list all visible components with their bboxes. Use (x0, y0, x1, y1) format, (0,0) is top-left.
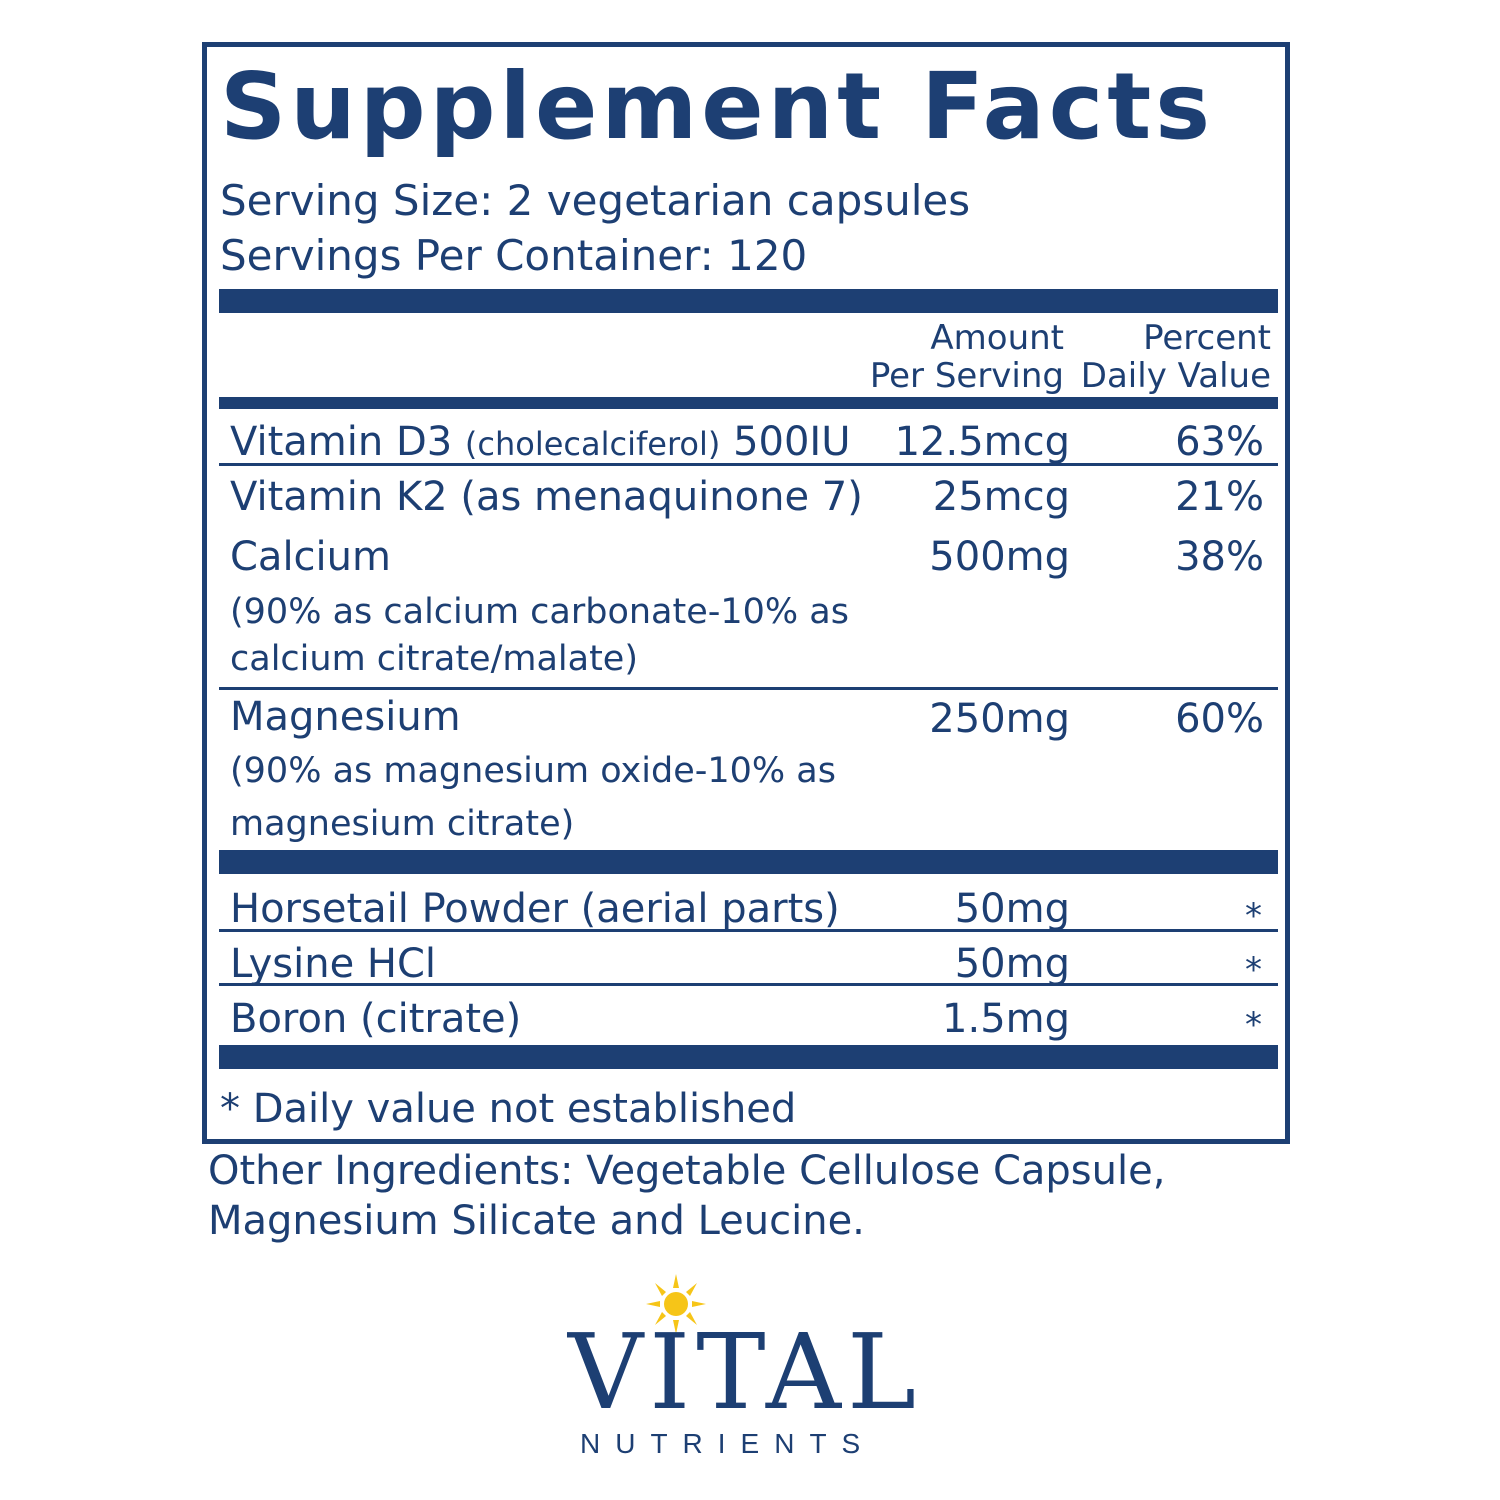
ingredient-name: Lysine HCl (230, 941, 437, 987)
amount-per-serving-header: Amount Per Serving (870, 319, 1064, 395)
nutrient-source: calcium citrate/malate) (230, 639, 638, 679)
ingredient-daily-value: * (1245, 1005, 1262, 1045)
daily-value-header: Percent Daily Value (1081, 319, 1271, 395)
nutrient-amount: 500mg (929, 534, 1070, 580)
nutrient-name-main: Vitamin D3 (230, 419, 453, 465)
row-divider (219, 929, 1278, 932)
nutrient-name: Magnesium (230, 694, 461, 740)
nutrient-amount: 12.5mcg (894, 419, 1070, 465)
nutrient-daily-value: 60% (1175, 696, 1264, 742)
ingredient-name: Boron (citrate) (230, 996, 522, 1042)
panel-title: Supplement Facts (220, 53, 1214, 160)
ingredient-amount: 1.5mg (942, 996, 1070, 1042)
nutrient-name: Vitamin D3 (cholecalciferol) 500IU (230, 422, 851, 462)
other-ingredients: Other Ingredients: Vegetable Cellulose C… (208, 1148, 1166, 1194)
supplement-facts-panel: Supplement Facts Serving Size: 2 vegetar… (202, 42, 1290, 1144)
nutrient-amount: 250mg (929, 696, 1070, 742)
ingredient-name: Horsetail Powder (aerial parts) (230, 886, 840, 932)
serving-size: Serving Size: 2 vegetarian capsules (220, 176, 971, 225)
nutrient-iu: 500IU (733, 419, 851, 465)
brand-name: VITAL (568, 1311, 923, 1433)
nutrient-daily-value: 38% (1175, 534, 1264, 580)
row-divider (219, 687, 1278, 690)
nutrient-amount: 25mcg (932, 474, 1070, 520)
sun-icon (646, 1274, 706, 1334)
nutrient-name-detail: (cholecalciferol) (464, 425, 721, 463)
amount-header-line2: Per Serving (869, 356, 1064, 396)
ingredient-amount: 50mg (954, 941, 1070, 987)
nutrient-name: Calcium (230, 534, 391, 580)
ingredient-daily-value: * (1245, 950, 1262, 990)
row-divider (219, 463, 1278, 466)
nutrient-daily-value: 63% (1175, 419, 1264, 465)
nutrient-source: magnesium citrate) (230, 804, 575, 844)
nutrient-name: Vitamin K2 (as menaquinone 7) (230, 474, 863, 520)
nutrient-daily-value: 21% (1175, 474, 1264, 520)
thick-divider (219, 289, 1278, 313)
servings-per-container: Servings Per Container: 120 (220, 231, 808, 280)
other-ingredients: Magnesium Silicate and Leucine. (208, 1198, 865, 1244)
nutrient-source: (90% as calcium carbonate-10% as (230, 592, 849, 632)
header-divider (219, 397, 1278, 409)
thick-divider (219, 850, 1278, 874)
footnote: * Daily value not established (220, 1086, 797, 1132)
dv-header-line1: Percent (1143, 318, 1271, 358)
ingredient-amount: 50mg (954, 886, 1070, 932)
amount-header-line1: Amount (930, 318, 1064, 358)
thick-divider (219, 1045, 1278, 1069)
brand-tagline: NUTRIENTS (580, 1428, 876, 1459)
ingredient-daily-value: * (1245, 896, 1262, 936)
nutrient-source: (90% as magnesium oxide-10% as (230, 751, 836, 791)
row-divider (219, 983, 1278, 986)
brand-logo: VITAL NUTRIENTS (560, 1270, 960, 1480)
dv-header-line2: Daily Value (1080, 356, 1271, 396)
